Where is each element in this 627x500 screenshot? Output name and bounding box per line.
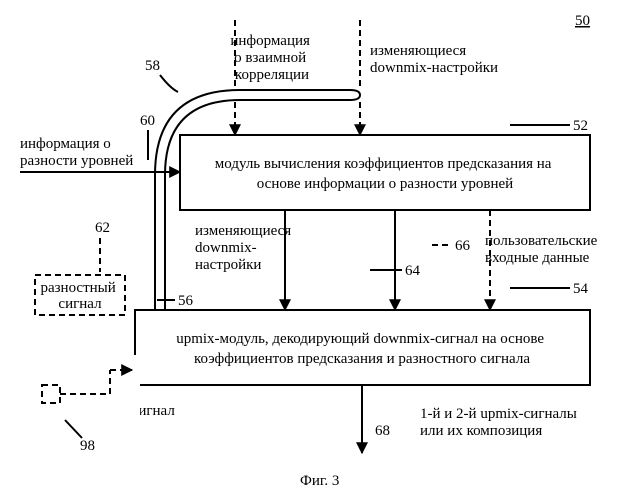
ref-60: 60 bbox=[140, 113, 155, 129]
downmix-settings-mid-label: изменяющиеся downmix- настройки bbox=[195, 223, 295, 273]
ref-52: 52 bbox=[573, 118, 588, 134]
user-input-label: пользовательские входные данные bbox=[485, 233, 601, 266]
level-info-label: информация о разности уровней bbox=[20, 136, 133, 169]
diff-signal-label: разностный сигнал bbox=[40, 280, 119, 312]
cross-corr-label: информация о взаимной корреляции bbox=[230, 33, 313, 83]
ref-98: 98 bbox=[80, 438, 95, 454]
ref-56: 56 bbox=[178, 293, 194, 309]
ref-68: 68 bbox=[375, 423, 390, 439]
downmix-signal-box bbox=[45, 385, 65, 405]
figure-ref: 50 bbox=[575, 13, 590, 29]
ref-58: 58 bbox=[145, 58, 160, 74]
downmix-signal-label: downmix-сигнал bbox=[70, 403, 175, 419]
box-52 bbox=[180, 135, 590, 210]
output-label: 1-й и 2-й upmix-сигналы или их композици… bbox=[420, 406, 581, 439]
ref-64: 64 bbox=[405, 263, 421, 279]
ref-66: 66 bbox=[455, 238, 471, 254]
downmix-settings-top-label: изменяющиеся downmix-настройки bbox=[370, 43, 498, 76]
ref-54: 54 bbox=[573, 281, 589, 297]
ref-98-line bbox=[65, 420, 82, 438]
diagram-svg: 50 информация о взаимной корреляции изме… bbox=[0, 0, 627, 500]
ref-62: 62 bbox=[95, 220, 110, 236]
ref-58-pointer bbox=[160, 75, 178, 92]
figure-caption: Фиг. 3 bbox=[300, 473, 339, 489]
box-54 bbox=[135, 310, 590, 385]
